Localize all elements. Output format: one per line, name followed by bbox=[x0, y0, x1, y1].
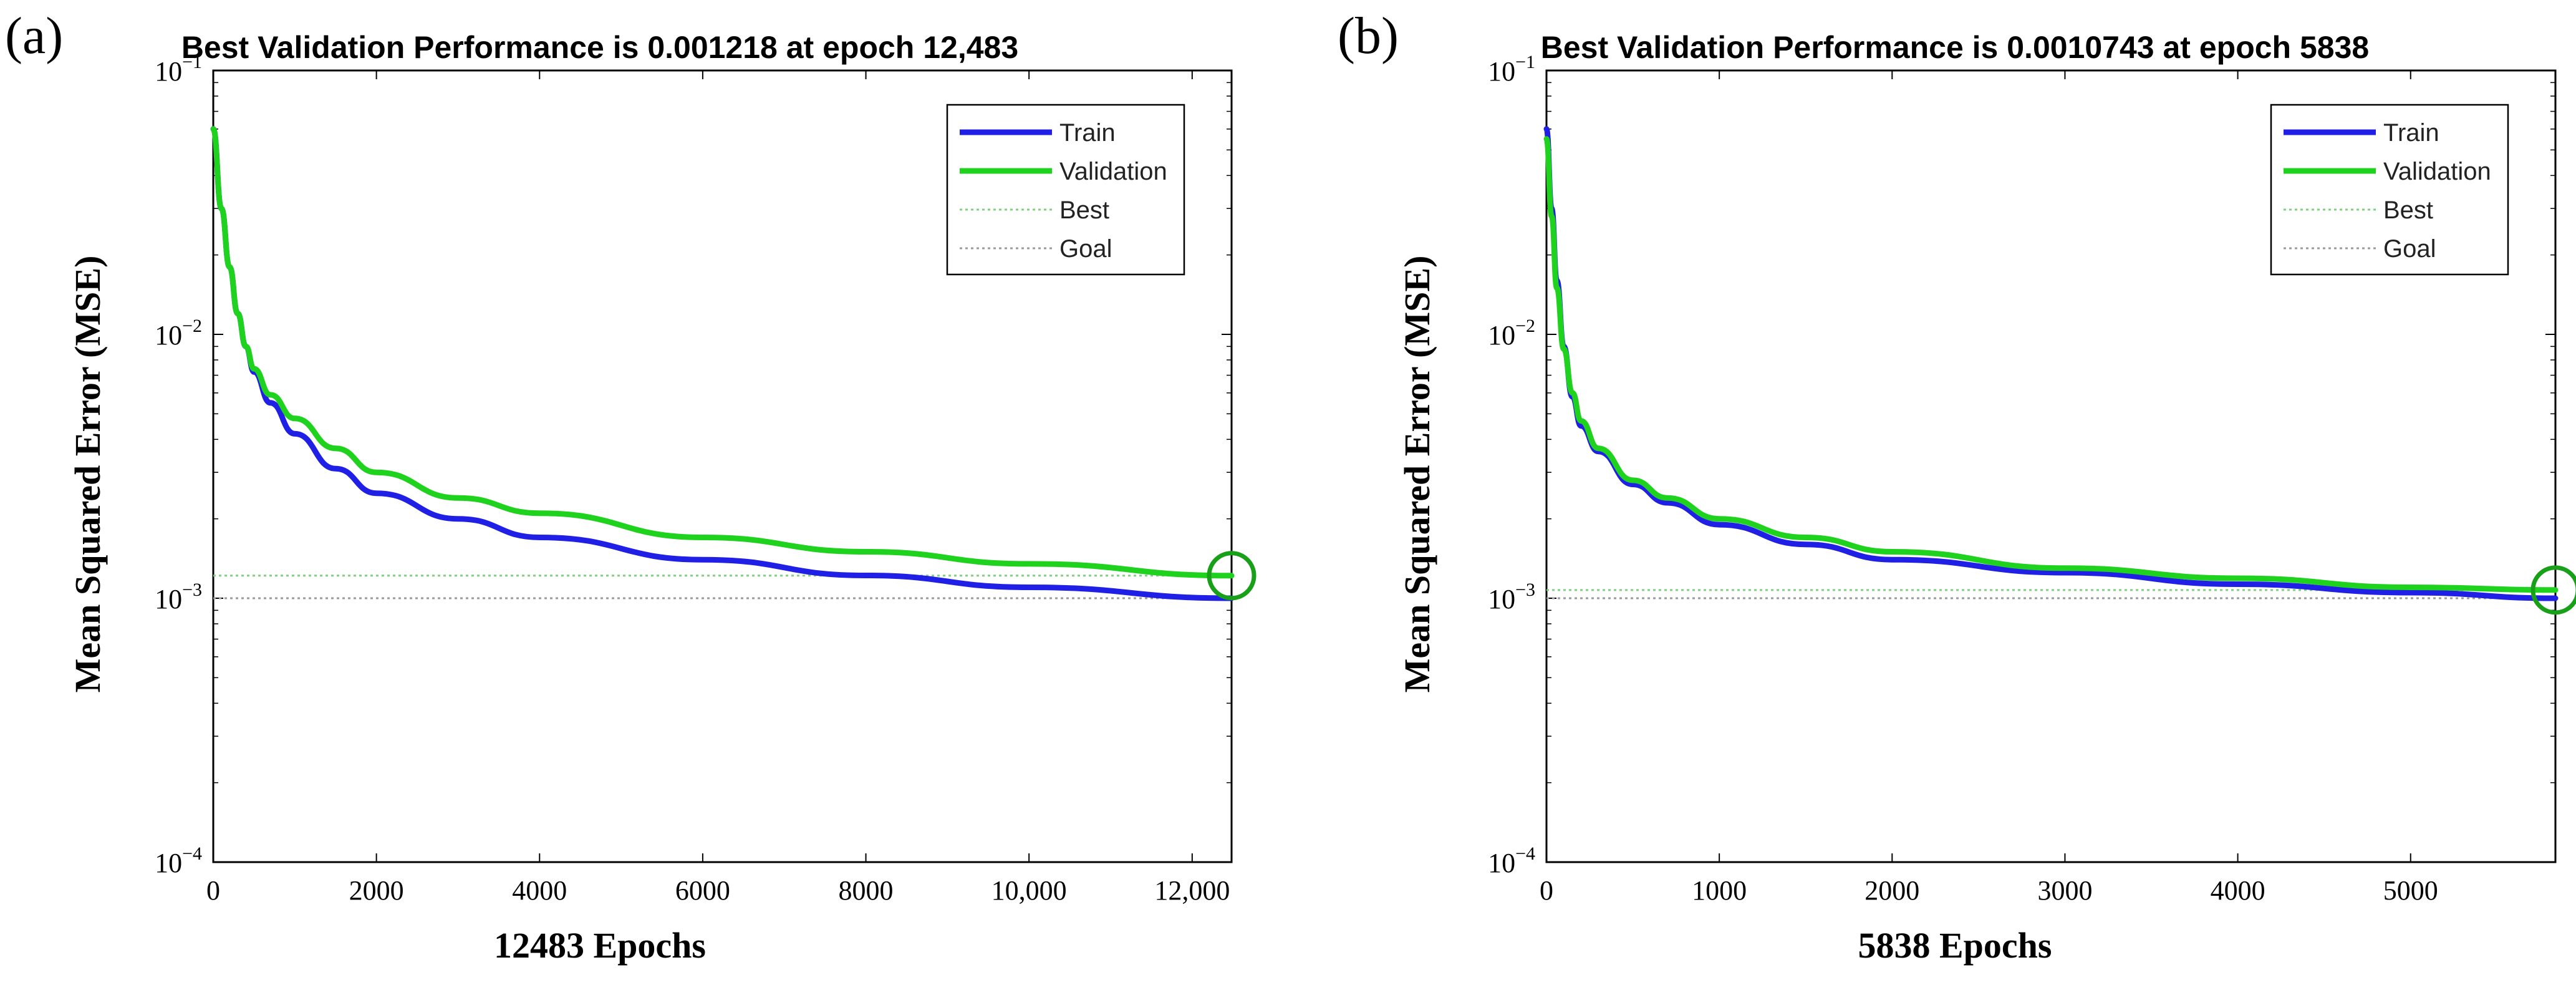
panel-a-x-tick-label: 12,000 bbox=[1154, 875, 1230, 906]
panel-a-legend-label-best: Best bbox=[1059, 197, 1109, 224]
panel-b-y-tick-label: 10−2 bbox=[1488, 316, 1535, 351]
panel-b-legend-label-validation: Validation bbox=[2383, 158, 2491, 185]
panel-b-series-validation-line bbox=[1543, 136, 2559, 593]
panel-a-x-tick-label: 0 bbox=[206, 875, 220, 906]
panel-a-xlabel: 12483 Epochs bbox=[494, 925, 706, 966]
panel-a: (a) Best Validation Performance is 0.001… bbox=[5, 7, 1257, 966]
panel-b-x-tick-label: 2000 bbox=[1864, 875, 1919, 906]
panel-b-y-tick-label: 10−3 bbox=[1488, 580, 1535, 614]
panel-a-axes-box bbox=[212, 69, 1233, 863]
panel-b-axes-box bbox=[1545, 69, 2557, 863]
panel-a-ylabel: Mean Squared Error (MSE) bbox=[67, 256, 108, 693]
panel-a-x-tick-label: 2000 bbox=[349, 875, 404, 906]
panel-a-x-tick-label: 6000 bbox=[675, 875, 730, 906]
panel-a-label: (a) bbox=[5, 7, 63, 65]
panel-a-title: Best Validation Performance is 0.001218 … bbox=[181, 30, 1018, 65]
panel-b-x-tick-label: 0 bbox=[1540, 875, 1553, 906]
panel-b-title: Best Validation Performance is 0.0010743… bbox=[1541, 30, 2369, 65]
panel-a-series-validation-line bbox=[210, 126, 1235, 579]
panel-a-y-tick-label: 10−1 bbox=[155, 52, 202, 87]
panel-b-legend-label-goal: Goal bbox=[2383, 235, 2436, 263]
panel-b: (b) Best Validation Performance is 0.001… bbox=[1338, 7, 2576, 966]
panel-a-x-tick-label: 8000 bbox=[839, 875, 894, 906]
panel-b-x-tick-label: 3000 bbox=[2037, 875, 2092, 906]
panel-b-ylabel: Mean Squared Error (MSE) bbox=[1397, 256, 1437, 693]
panel-b-legend-label-train: Train bbox=[2383, 119, 2439, 147]
panel-a-legend-label-goal: Goal bbox=[1059, 235, 1112, 263]
panel-b-x-tick-label: 5000 bbox=[2383, 875, 2438, 906]
panel-b-label: (b) bbox=[1338, 7, 1399, 65]
panel-b-x-tick-label: 4000 bbox=[2211, 875, 2265, 906]
panel-b-x-tick-label: 1000 bbox=[1692, 875, 1747, 906]
panel-b-legend-label-best: Best bbox=[2383, 197, 2433, 224]
panel-a-x-tick-label: 10,000 bbox=[991, 875, 1067, 906]
panel-a-x-tick-label: 4000 bbox=[512, 875, 567, 906]
panel-a-y-tick-label: 10−3 bbox=[155, 580, 202, 614]
panel-b-y-tick-label: 10−4 bbox=[1488, 843, 1535, 878]
panel-b-best-marker bbox=[2530, 565, 2576, 615]
panel-a-legend-label-train: Train bbox=[1059, 119, 1116, 147]
panel-a-legend-label-validation: Validation bbox=[1059, 158, 1167, 185]
panel-a-best-marker bbox=[1207, 551, 1257, 601]
panel-a-y-tick-label: 10−2 bbox=[155, 316, 202, 351]
panel-b-legend bbox=[2270, 104, 2509, 276]
panel-a-y-tick-label: 10−4 bbox=[155, 843, 202, 878]
panel-b-y-tick-label: 10−1 bbox=[1488, 52, 1535, 87]
panel-b-xlabel: 5838 Epochs bbox=[1858, 925, 2052, 966]
